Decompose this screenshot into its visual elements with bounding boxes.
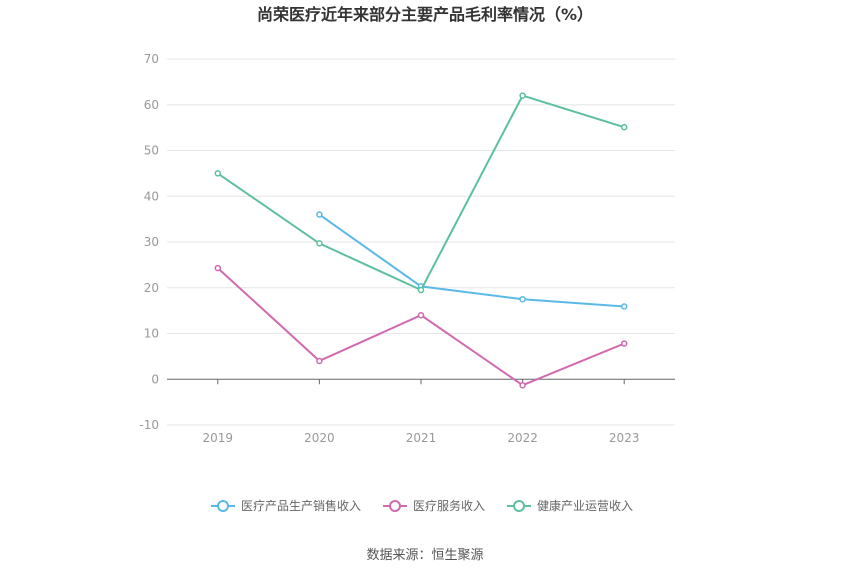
data-point[interactable]	[316, 211, 323, 218]
y-tick-label: 60	[144, 98, 159, 112]
legend-marker-icon	[513, 500, 525, 512]
data-point[interactable]	[519, 92, 526, 99]
data-point[interactable]	[417, 286, 425, 294]
x-tick-label: 2021	[406, 431, 437, 445]
y-tick-label: 30	[144, 235, 159, 249]
y-tick-label: 70	[144, 52, 159, 66]
legend-label: 医疗产品生产销售收入	[241, 498, 361, 513]
x-axis: 2019 2020 2021 2022 2023	[203, 379, 640, 445]
legend-marker-icon	[389, 500, 401, 512]
data-point[interactable]	[214, 264, 222, 272]
data-point[interactable]	[214, 170, 222, 177]
data-point[interactable]	[316, 240, 323, 247]
data-point[interactable]	[620, 340, 628, 347]
y-tick-label: 40	[144, 189, 159, 203]
data-point[interactable]	[417, 311, 425, 319]
legend-marker-icon	[217, 500, 229, 512]
y-tick-label: -10	[139, 418, 159, 432]
legend-item-1[interactable]: 医疗服务收入	[383, 498, 485, 513]
series-2	[214, 92, 628, 294]
legend[interactable]: 医疗产品生产销售收入 医疗服务收入 健康产业运营收入	[211, 498, 633, 513]
series-1	[214, 264, 628, 389]
series-0	[316, 211, 628, 310]
data-point[interactable]	[519, 381, 526, 389]
legend-item-0[interactable]: 医疗产品生产销售收入	[211, 498, 361, 513]
data-point[interactable]	[519, 295, 526, 303]
data-point[interactable]	[316, 357, 323, 365]
data-source: 数据来源：恒生聚源	[366, 548, 483, 563]
x-tick-label: 2019	[203, 431, 234, 445]
x-tick-label: 2020	[304, 431, 335, 445]
y-tick-label: 50	[144, 144, 159, 158]
y-axis: -10 0 10 20 30 40 50 60 70	[139, 52, 159, 432]
y-tick-label: 10	[144, 327, 159, 341]
x-tick-label: 2022	[507, 431, 538, 445]
x-tick-label: 2023	[609, 431, 640, 445]
grid-lines	[167, 58, 675, 426]
legend-item-2[interactable]: 健康产业运营收入	[507, 498, 633, 513]
data-point[interactable]	[620, 303, 628, 310]
series-group	[214, 92, 628, 389]
y-tick-label: 20	[144, 281, 159, 295]
y-tick-label: 0	[151, 372, 159, 386]
chart-title: 尚荣医疗近年来部分主要产品毛利率情况（%）	[257, 5, 593, 24]
series-line	[318, 213, 625, 308]
series-line	[217, 94, 625, 292]
legend-label: 健康产业运营收入	[537, 498, 633, 513]
data-point[interactable]	[620, 123, 628, 131]
legend-label: 医疗服务收入	[413, 498, 485, 513]
